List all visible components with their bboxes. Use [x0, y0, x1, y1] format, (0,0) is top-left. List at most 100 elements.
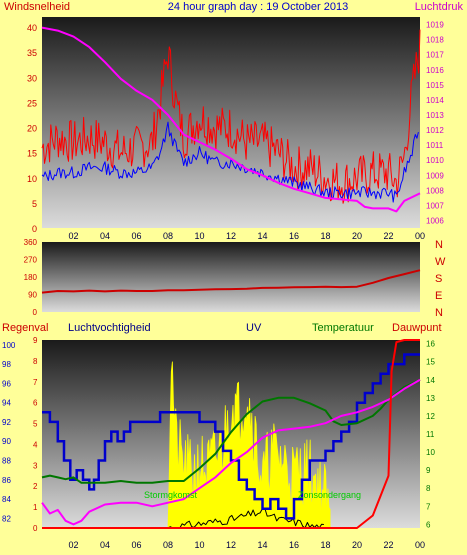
time-axis-tick: 08	[163, 231, 173, 241]
time-axis-tick: 10	[194, 231, 204, 241]
wind-axis-tick: 25	[27, 98, 37, 108]
pressure-axis-tick: 1011	[426, 141, 444, 150]
sunset-label: Zonsondergang	[298, 490, 361, 500]
wind-axis-tick: 20	[27, 124, 37, 134]
sunrise-label: Stormgkomst	[144, 490, 198, 500]
temperature-axis-tick: 14	[426, 376, 435, 385]
temperature-axis-tick: 9	[426, 466, 431, 475]
direction-axis-tick: 90	[28, 291, 37, 300]
dewpoint-line	[41, 378, 421, 526]
wind-panel-background	[42, 17, 420, 228]
rain-axis-tick: 9	[33, 336, 38, 345]
time-axis-tick: 02	[68, 231, 78, 241]
humidity-axis-tick: 90	[2, 437, 11, 446]
time-axis-tick: 00	[415, 540, 425, 550]
wind-axis-tick: 0	[32, 224, 37, 234]
time-axis-tick: 22	[383, 540, 393, 550]
rain-axis-tick: 6	[33, 399, 38, 408]
pressure-axis-tick: 1018	[426, 36, 444, 45]
time-axis-tick: 16	[289, 540, 299, 550]
temperature-axis-tick: 13	[426, 394, 435, 403]
wind-axis-tick: 40	[27, 23, 37, 33]
wind-average-line	[41, 121, 419, 203]
time-axis-tick: 22	[383, 231, 393, 241]
rain-axis-tick: 3	[33, 461, 38, 470]
rain-axis-tick: 5	[33, 420, 38, 429]
wind-axis-tick: 35	[27, 48, 37, 58]
time-axis-tick: 18	[320, 231, 330, 241]
time-axis-tick: 12	[226, 540, 236, 550]
direction-panel-background	[42, 242, 420, 312]
time-axis-tick: 12	[226, 231, 236, 241]
time-axis-tick: 14	[257, 231, 267, 241]
compass-label: N	[435, 239, 443, 251]
pressure-axis-tick: 1009	[426, 171, 444, 180]
pressure-axis-tick: 1013	[426, 111, 444, 120]
compass-label: N	[435, 307, 443, 319]
wind-speed-label: Windsnelheid	[4, 1, 70, 13]
pressure-line	[41, 26, 421, 213]
humidity-axis-tick: 94	[2, 399, 11, 408]
panel-label: Temperatuur	[312, 322, 374, 334]
temperature-axis-tick: 15	[426, 358, 435, 367]
time-axis-tick: 04	[100, 540, 110, 550]
humidity-axis-tick: 82	[2, 514, 11, 523]
time-axis-tick: 10	[194, 540, 204, 550]
time-axis-tick: 20	[352, 540, 362, 550]
pressure-axis-tick: 1019	[426, 21, 444, 30]
panel-label: Dauwpunt	[392, 322, 442, 334]
time-axis-tick: 16	[289, 231, 299, 241]
humidity-axis-tick: 84	[2, 495, 11, 504]
temperature-line	[41, 378, 421, 484]
chart-title: 24 hour graph day : 19 October 2013	[168, 1, 348, 13]
time-axis-tick: 04	[100, 231, 110, 241]
uv-area	[167, 361, 331, 529]
rain-axis-tick: 7	[33, 378, 38, 387]
panel-label: Regenval	[2, 322, 48, 334]
temperature-axis-tick: 7	[426, 502, 431, 511]
humidity-axis-tick: 96	[2, 379, 11, 388]
compass-label: W	[435, 256, 446, 268]
temperature-axis-tick: 16	[426, 340, 435, 349]
rain-axis-tick: 1	[33, 503, 38, 512]
time-axis-tick: 02	[68, 540, 78, 550]
humidity-axis-tick: 86	[2, 476, 11, 485]
humidity-axis-tick: 88	[2, 457, 11, 466]
temperature-axis-tick: 11	[426, 430, 435, 439]
time-axis-tick: 08	[163, 540, 173, 550]
pressure-axis-tick: 1010	[426, 156, 444, 165]
direction-line	[41, 269, 421, 294]
compass-label: S	[435, 273, 442, 285]
temperature-axis-tick: 8	[426, 484, 431, 493]
wind-axis-tick: 30	[27, 73, 37, 83]
temperature-axis-tick: 6	[426, 520, 431, 529]
temperature-axis-tick: 10	[426, 448, 435, 457]
pressure-label: Luchtdruk	[415, 1, 464, 13]
compass-label: E	[435, 290, 442, 302]
wind-axis-tick: 15	[27, 149, 37, 159]
time-axis-tick: 14	[257, 540, 267, 550]
temperature-axis-tick: 12	[426, 412, 435, 421]
rain-line	[42, 339, 420, 529]
pressure-axis-tick: 1014	[426, 96, 444, 105]
wind-gust-line	[41, 29, 421, 204]
rain-axis-tick: 4	[33, 440, 38, 449]
wind-axis-tick: 5	[32, 199, 37, 209]
pressure-axis-tick: 1008	[426, 186, 444, 195]
pressure-axis-tick: 1017	[426, 51, 444, 60]
humidity-axis-tick: 98	[2, 360, 11, 369]
panel-label: Luchtvochtigheid	[68, 322, 151, 334]
rain-axis-tick: 0	[33, 524, 38, 533]
direction-axis-tick: 0	[33, 308, 38, 317]
panel-label: UV	[246, 322, 262, 334]
time-axis-tick: 00	[415, 231, 425, 241]
time-axis-tick: 06	[131, 231, 141, 241]
rain-axis-tick: 2	[33, 482, 38, 491]
time-axis-tick: 06	[131, 540, 141, 550]
time-axis-tick: 18	[320, 540, 330, 550]
humidity-axis-tick: 100	[2, 341, 16, 350]
rain-axis-tick: 8	[33, 357, 38, 366]
pressure-axis-tick: 1012	[426, 126, 444, 135]
pressure-axis-tick: 1006	[426, 216, 444, 225]
